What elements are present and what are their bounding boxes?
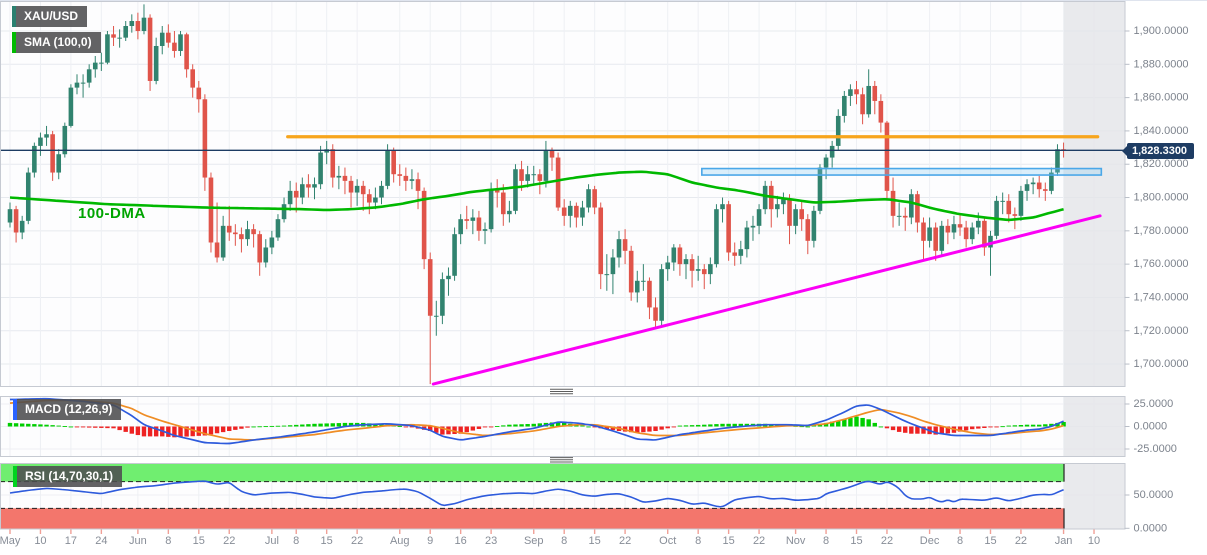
time-tick-label: Aug	[390, 535, 410, 547]
future-shade	[1064, 1, 1125, 529]
rsi-label: RSI (14,70,30,1)	[25, 469, 114, 483]
time-tick-label: 22	[619, 535, 631, 547]
price-tick-label: 1,800.0000	[1134, 192, 1189, 204]
rsi-line	[9, 480, 1064, 508]
macd-accent-bar	[13, 399, 17, 420]
price-tick-label: 1,880.0000	[1134, 58, 1189, 70]
sma-indicator-badge[interactable]: SMA (100,0)	[12, 32, 101, 53]
time-tick-label: 10	[1088, 535, 1100, 547]
time-tick-label: 9	[427, 535, 433, 547]
time-tick-label: 15	[722, 535, 734, 547]
time-tick-label: 8	[561, 535, 567, 547]
rsi-bands	[0, 463, 1065, 529]
macd-tick-label: -25.0000	[1134, 443, 1177, 455]
rsi-overbought-band	[0, 463, 1064, 482]
price-tick-label: 1,900.0000	[1134, 25, 1189, 37]
panel-resize-grip[interactable]	[550, 457, 573, 463]
time-tick-label: Jul	[265, 535, 279, 547]
symbol-label: XAU/USD	[24, 9, 79, 23]
time-tick-label: Dec	[920, 535, 940, 547]
time-tick-label: 23	[485, 535, 497, 547]
time-tick-label: 22	[881, 535, 893, 547]
support-zone-cyan[interactable]	[701, 167, 1103, 176]
time-tick-label: 8	[823, 535, 829, 547]
time-tick-label: 8	[165, 535, 171, 547]
price-tick-label: 1,780.0000	[1134, 225, 1189, 237]
price-axis: 1,900.0000 1,880.0000 1,860.0000 1,840.0000…	[1124, 25, 1189, 534]
symbol-accent-bar	[12, 6, 16, 27]
symbol-badge[interactable]: XAU/USD	[12, 6, 88, 27]
price-tick-label: 1,720.0000	[1134, 325, 1189, 337]
price-tick-label: 1,700.0000	[1134, 358, 1189, 370]
time-tick-label: 22	[753, 535, 765, 547]
macd-tick-label: 0.0000	[1134, 421, 1168, 433]
sma-label: SMA (100,0)	[24, 35, 92, 49]
sma-accent-bar	[12, 32, 16, 53]
macd-signal-line	[9, 399, 1064, 441]
time-tick-label: 15	[193, 535, 205, 547]
time-tick-label: 22	[223, 535, 235, 547]
rsi-tick-label: 50.0000	[1134, 489, 1174, 501]
time-tick-label: Jan	[1055, 535, 1073, 547]
rsi-oversold-band	[0, 508, 1064, 529]
time-tick-label: 15	[589, 535, 601, 547]
rsi-accent-bar	[13, 466, 17, 487]
time-tick-label: 22	[1015, 535, 1027, 547]
macd-indicator-badge[interactable]: MACD (12,26,9)	[13, 399, 122, 420]
price-tick-label: 1,840.0000	[1134, 125, 1189, 137]
price-tick-label: 1,760.0000	[1134, 258, 1189, 270]
time-tick-label: 15	[984, 535, 996, 547]
trendline-magenta[interactable]	[431, 214, 1102, 386]
sma-100-line[interactable]	[9, 170, 1064, 222]
rsi-indicator-badge[interactable]: RSI (14,70,30,1)	[13, 466, 123, 487]
time-tick-label: 17	[65, 535, 77, 547]
time-tick-label: 8	[695, 535, 701, 547]
macd-label: MACD (12,26,9)	[25, 402, 113, 416]
time-tick-label: Sep	[524, 535, 544, 547]
time-tick-label: 8	[293, 535, 299, 547]
time-tick-label: 16	[455, 535, 467, 547]
time-tick-label: 24	[95, 535, 107, 547]
price-tick-label: 1,740.0000	[1134, 291, 1189, 303]
dma-annotation: 100-DMA	[78, 205, 146, 222]
macd-tick-label: 25.0000	[1134, 398, 1174, 410]
time-tick-label: Jun	[129, 535, 147, 547]
time-tick-label: 22	[351, 535, 363, 547]
current-price-flag: 1,828.3300	[1121, 143, 1195, 159]
time-tick-label: May	[0, 535, 21, 547]
rsi-tick-label: 0.0000	[1134, 522, 1168, 534]
time-axis: May 10 17 24 Jun 8 15 22 Jul 8 15 22 Aug 9 16 23 Sep 8 15 2…	[0, 529, 1100, 547]
price-tick-label: 1,820.0000	[1134, 158, 1189, 170]
time-tick-label: 15	[850, 535, 862, 547]
time-tick-label: 15	[321, 535, 333, 547]
time-tick-label: 10	[34, 535, 46, 547]
time-tick-label: Oct	[659, 535, 676, 547]
macd-histogram	[7, 416, 1066, 438]
macd-line	[9, 397, 1064, 445]
price-tick-label: 1,860.0000	[1134, 92, 1189, 104]
time-tick-label: 8	[957, 535, 963, 547]
time-tick-label: Nov	[786, 535, 806, 547]
panel-resize-grip[interactable]	[550, 388, 573, 395]
